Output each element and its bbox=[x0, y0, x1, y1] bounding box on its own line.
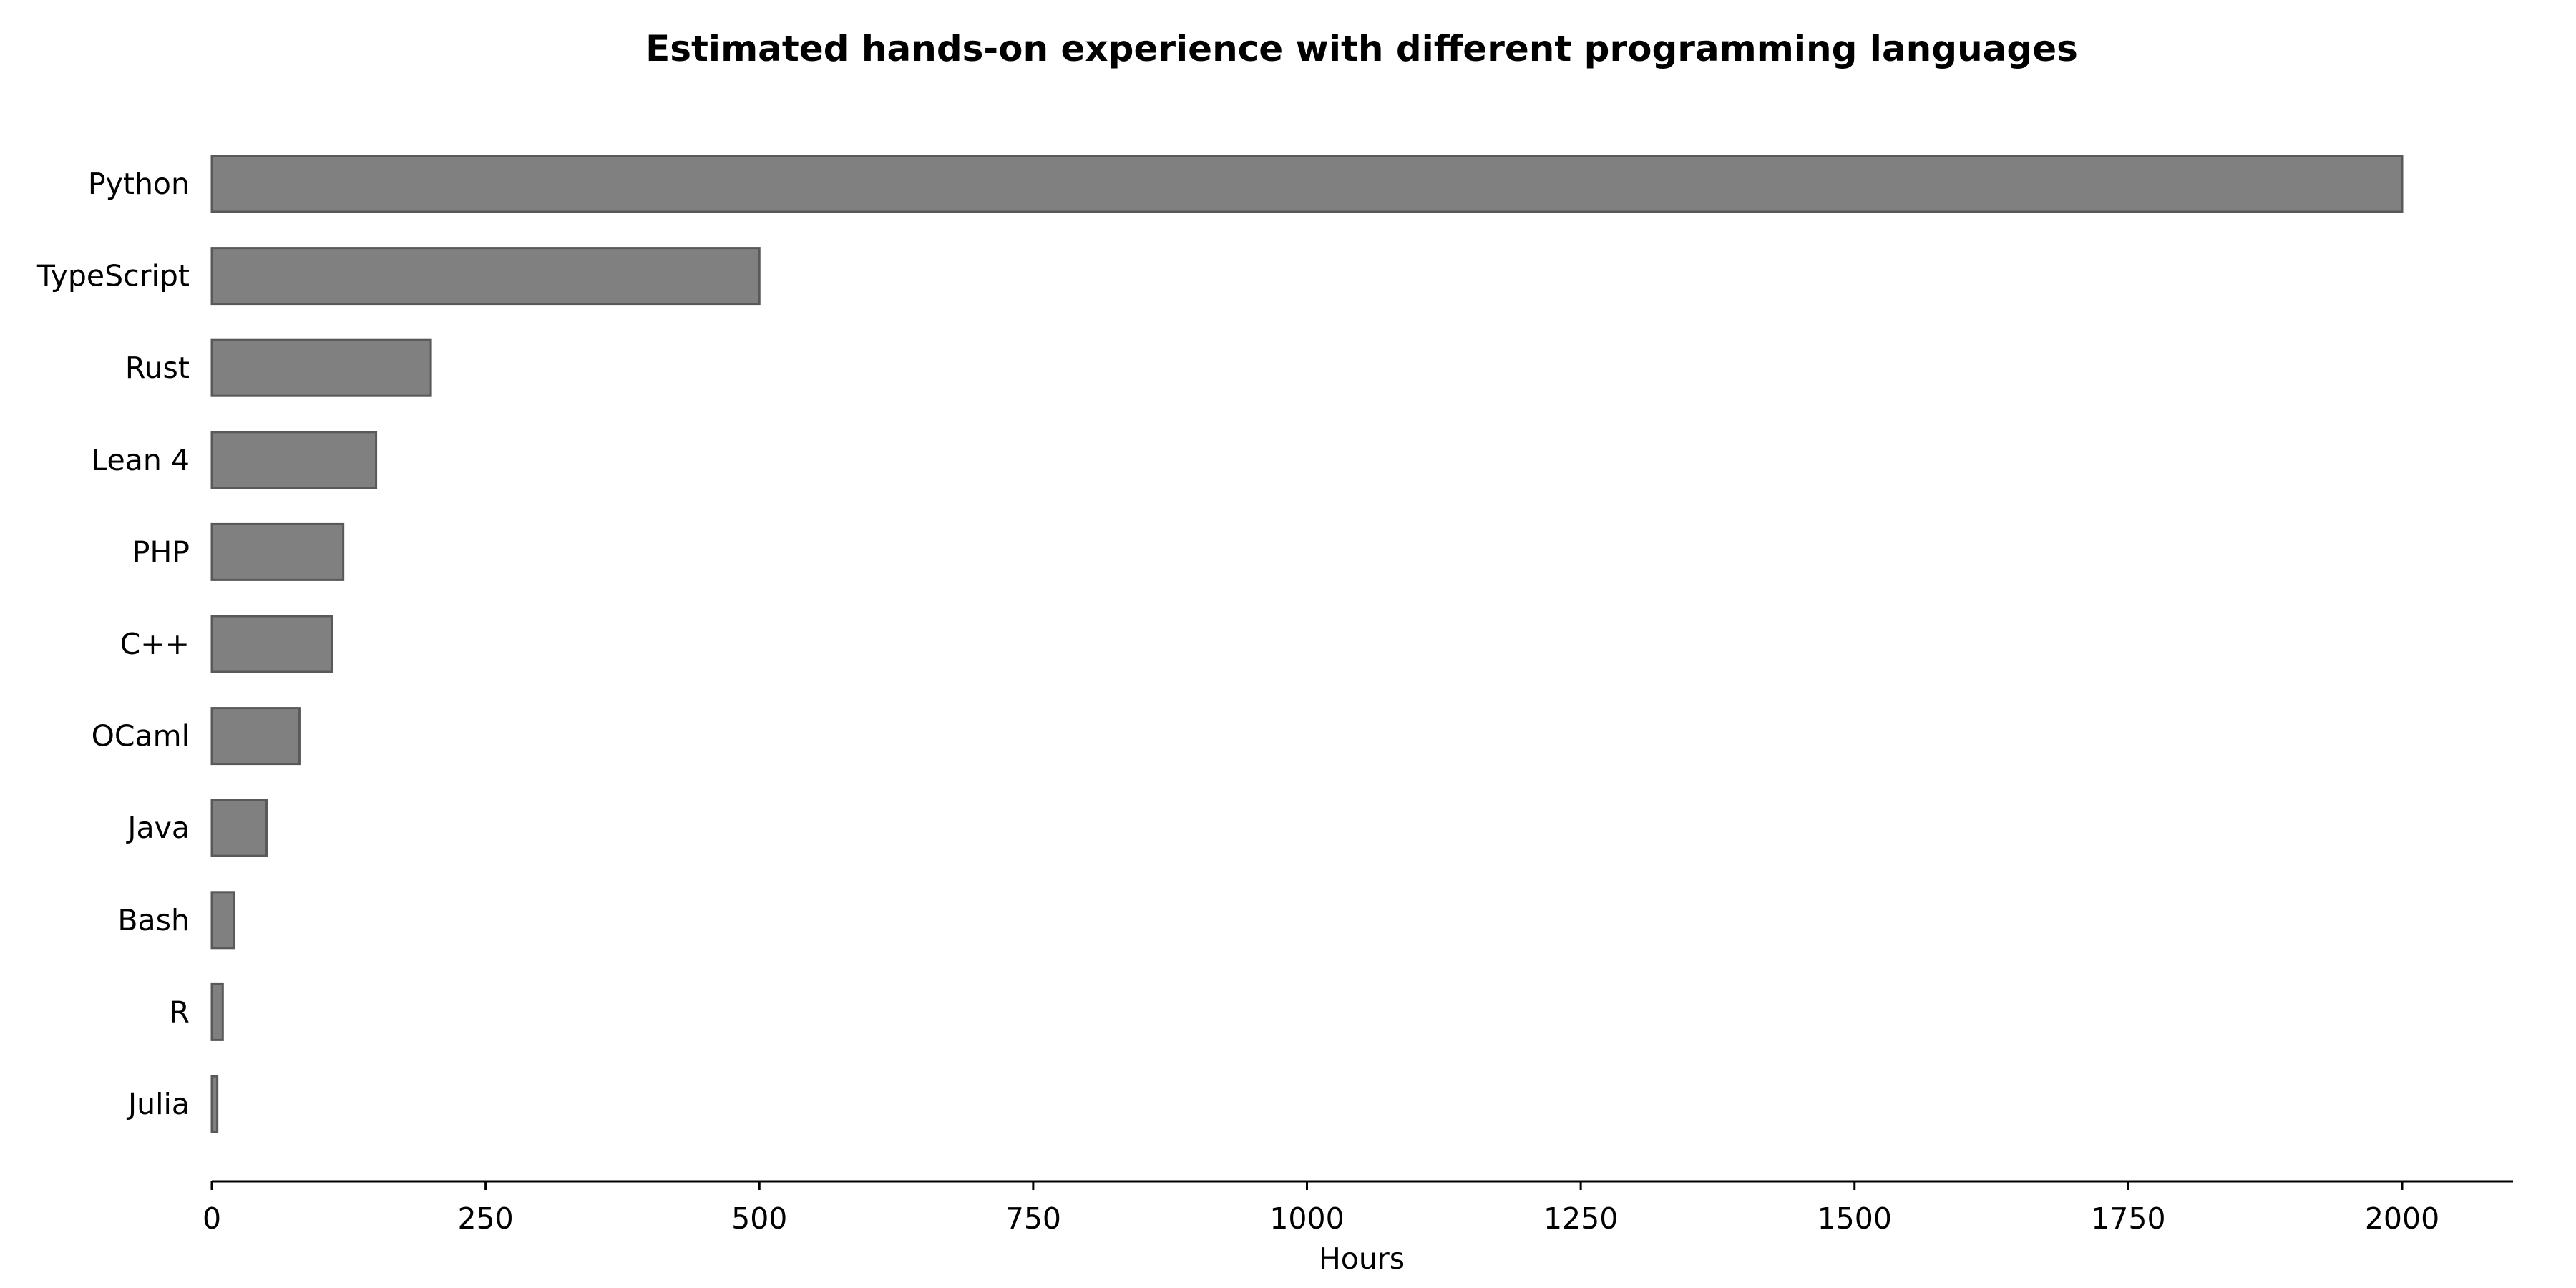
category-label-cpp: C++ bbox=[120, 627, 190, 661]
bar-php bbox=[210, 522, 345, 581]
x-tick-label-2000: 2000 bbox=[2365, 1201, 2439, 1236]
category-label-php: PHP bbox=[132, 535, 190, 569]
bar-rust bbox=[210, 338, 432, 397]
category-label-typescript: TypeScript bbox=[36, 259, 190, 293]
x-tick-label-500: 500 bbox=[731, 1201, 787, 1236]
x-tick-label-1250: 1250 bbox=[1543, 1201, 1618, 1236]
bar-cpp bbox=[210, 615, 333, 673]
bar-julia bbox=[210, 1075, 219, 1133]
category-label-rust: Rust bbox=[125, 351, 190, 385]
category-label-bash: Bash bbox=[117, 903, 190, 937]
bar-bash bbox=[210, 891, 235, 950]
x-axis-ticks: 0 250 500 750 1000 1250 1500 1750 2000 bbox=[203, 1181, 2439, 1236]
bar-python bbox=[210, 155, 2404, 213]
bars-layer bbox=[210, 155, 2404, 1133]
category-label-ocaml: OCaml bbox=[92, 719, 190, 753]
category-label-python: Python bbox=[88, 167, 190, 201]
chart-title: Estimated hands-on experience with diffe… bbox=[645, 28, 2078, 69]
bar-r bbox=[210, 982, 224, 1041]
bar-ocaml bbox=[210, 707, 301, 766]
category-label-lean-4: Lean 4 bbox=[91, 443, 190, 477]
x-tick-label-750: 750 bbox=[1005, 1201, 1061, 1236]
category-labels: Python TypeScript Rust Lean 4 PHP C++ OCaml Jav… bbox=[36, 167, 190, 1121]
x-tick-label-1500: 1500 bbox=[1818, 1201, 1892, 1236]
bar-lean-4 bbox=[210, 431, 378, 489]
x-tick-label-0: 0 bbox=[203, 1201, 221, 1236]
x-tick-label-1750: 1750 bbox=[2091, 1201, 2165, 1236]
category-label-r: R bbox=[170, 995, 190, 1029]
category-label-java: Java bbox=[125, 811, 190, 845]
x-axis-label: Hours bbox=[1319, 1241, 1405, 1276]
category-label-julia: Julia bbox=[126, 1087, 190, 1121]
x-tick-label-1000: 1000 bbox=[1269, 1201, 1344, 1236]
bar-typescript bbox=[210, 247, 761, 306]
x-tick-label-250: 250 bbox=[457, 1201, 513, 1236]
bar-java bbox=[210, 799, 268, 857]
